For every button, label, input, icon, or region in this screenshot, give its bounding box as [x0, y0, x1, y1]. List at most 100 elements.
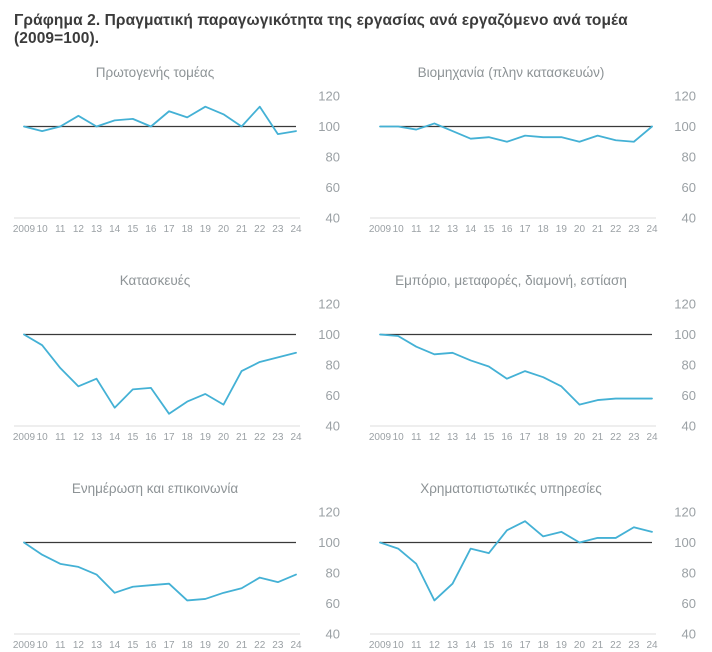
y-tick-label: 100 [674, 119, 696, 134]
x-tick-label: 16 [145, 640, 157, 651]
x-tick-label: 12 [429, 432, 441, 443]
x-tick-label: 2009 [13, 224, 36, 235]
x-tick-label: 15 [127, 432, 139, 443]
x-tick-label: 18 [182, 640, 194, 651]
x-tick-label: 20 [574, 432, 586, 443]
x-tick-label: 15 [127, 640, 139, 651]
x-tick-label: 13 [91, 640, 103, 651]
y-tick-label: 40 [326, 419, 340, 434]
x-tick-label: 22 [254, 432, 266, 443]
x-tick-label: 18 [538, 640, 550, 651]
x-tick-label: 15 [127, 224, 139, 235]
x-tick-label: 10 [393, 640, 405, 651]
x-tick-label: 21 [592, 640, 604, 651]
x-tick-label: 18 [182, 224, 194, 235]
line-chart: 120 100 80 60 40 2009 10 11 12 13 14 15 16 17 18 19 20 21… [369, 297, 696, 444]
y-tick-label: 120 [318, 505, 340, 520]
x-tick-label: 12 [73, 224, 85, 235]
y-tick-label: 80 [682, 358, 696, 373]
x-tick-label: 22 [610, 432, 622, 443]
chart-panel-trade-transport: Εμπόριο, μεταφορές, διαμονή, εστίαση 120… [356, 272, 712, 444]
x-tick-label: 10 [37, 640, 49, 651]
x-tick-label: 23 [272, 640, 284, 651]
series-line [379, 520, 653, 602]
x-tick-label: 2009 [369, 224, 392, 235]
x-tick-label: 20 [218, 432, 230, 443]
chart-panel-information-communication: Ενημέρωση και επικοινωνία 120 100 80 60 40 20… [0, 480, 356, 652]
x-tick-label: 17 [520, 640, 532, 651]
y-tick-label: 60 [682, 596, 696, 611]
y-tick-label: 120 [674, 297, 696, 312]
x-tick-label: 16 [501, 224, 513, 235]
chart-canvas: 120 100 80 60 40 2009 10 11 12 13 14 15 16 17 18 19 20 21… [356, 86, 712, 236]
x-tick-label: 10 [37, 224, 49, 235]
x-tick-label: 21 [592, 224, 604, 235]
x-tick-label: 11 [411, 432, 422, 443]
y-tick-label: 60 [682, 180, 696, 195]
x-tick-label: 2009 [13, 432, 36, 443]
y-tick-label: 100 [674, 535, 696, 550]
x-tick-label: 24 [646, 640, 658, 651]
y-tick-label: 80 [682, 566, 696, 581]
chart-title: Εμπόριο, μεταφορές, διαμονή, εστίαση [395, 273, 627, 288]
chart-canvas: 120 100 80 60 40 2009 10 11 12 13 14 15 16 17 18 19 20 21… [0, 86, 356, 236]
y-tick-label: 120 [674, 505, 696, 520]
x-tick-label: 12 [429, 640, 441, 651]
x-tick-label: 18 [182, 432, 194, 443]
x-tick-label: 13 [447, 640, 459, 651]
y-tick-label: 100 [318, 327, 340, 342]
x-tick-label: 17 [164, 640, 176, 651]
chart-canvas: 120 100 80 60 40 2009 10 11 12 13 14 15 16 17 18 19 20 21… [0, 502, 356, 652]
x-tick-label: 16 [501, 640, 513, 651]
x-tick-label: 17 [164, 224, 176, 235]
chart-canvas: 120 100 80 60 40 2009 10 11 12 13 14 15 16 17 18 19 20 21… [356, 294, 712, 444]
x-tick-label: 14 [465, 640, 477, 651]
chart-title: Πρωτογενής τομέας [95, 65, 215, 80]
x-tick-label: 14 [465, 224, 477, 235]
x-tick-label: 12 [429, 224, 441, 235]
x-tick-label: 14 [109, 640, 121, 651]
series-line [379, 122, 653, 143]
chart-title: Βιομηχανία (πλην κατασκευών) [417, 65, 605, 80]
x-tick-label: 24 [290, 224, 302, 235]
x-tick-label: 10 [37, 432, 49, 443]
x-tick-label: 21 [592, 432, 604, 443]
y-tick-label: 120 [318, 89, 340, 104]
x-tick-label: 19 [200, 224, 212, 235]
x-tick-label: 19 [556, 640, 568, 651]
x-tick-label: 23 [272, 224, 284, 235]
chart-canvas: 120 100 80 60 40 2009 10 11 12 13 14 15 16 17 18 19 20 21… [356, 502, 712, 652]
y-tick-label: 60 [326, 388, 340, 403]
x-tick-label: 22 [254, 224, 266, 235]
x-tick-label: 19 [200, 640, 212, 651]
x-tick-label: 24 [290, 640, 302, 651]
line-chart: 120 100 80 60 40 2009 10 11 12 13 14 15 16 17 18 19 20 21… [369, 89, 696, 236]
x-tick-label: 15 [483, 224, 495, 235]
x-tick-label: 12 [73, 640, 85, 651]
x-tick-label: 17 [520, 224, 532, 235]
x-tick-label: 23 [272, 432, 284, 443]
x-tick-label: 11 [55, 224, 66, 235]
x-tick-label: 13 [447, 432, 459, 443]
x-tick-label: 23 [628, 640, 640, 651]
line-chart: 120 100 80 60 40 2009 10 11 12 13 14 15 16 17 18 19 20 21… [13, 297, 340, 444]
y-tick-label: 80 [682, 150, 696, 165]
x-tick-label: 18 [538, 224, 550, 235]
x-tick-label: 11 [411, 224, 422, 235]
x-tick-label: 21 [236, 432, 248, 443]
chart-panel-industry: Βιομηχανία (πλην κατασκευών) 120 100 80 60 4… [356, 64, 712, 236]
x-tick-label: 14 [465, 432, 477, 443]
x-tick-label: 22 [610, 224, 622, 235]
x-tick-label: 16 [145, 432, 157, 443]
y-tick-label: 80 [326, 150, 340, 165]
x-tick-label: 20 [574, 640, 586, 651]
y-tick-label: 40 [326, 627, 340, 642]
chart-canvas: 120 100 80 60 40 2009 10 11 12 13 14 15 16 17 18 19 20 21… [0, 294, 356, 444]
x-tick-label: 2009 [369, 640, 392, 651]
x-tick-label: 17 [520, 432, 532, 443]
chart-title: Ενημέρωση και επικοινωνία [71, 481, 239, 496]
x-tick-label: 10 [393, 432, 405, 443]
x-tick-label: 19 [556, 432, 568, 443]
charts-grid: Πρωτογενής τομέας 120 100 80 60 40 2009 10 11 12… [0, 64, 712, 652]
